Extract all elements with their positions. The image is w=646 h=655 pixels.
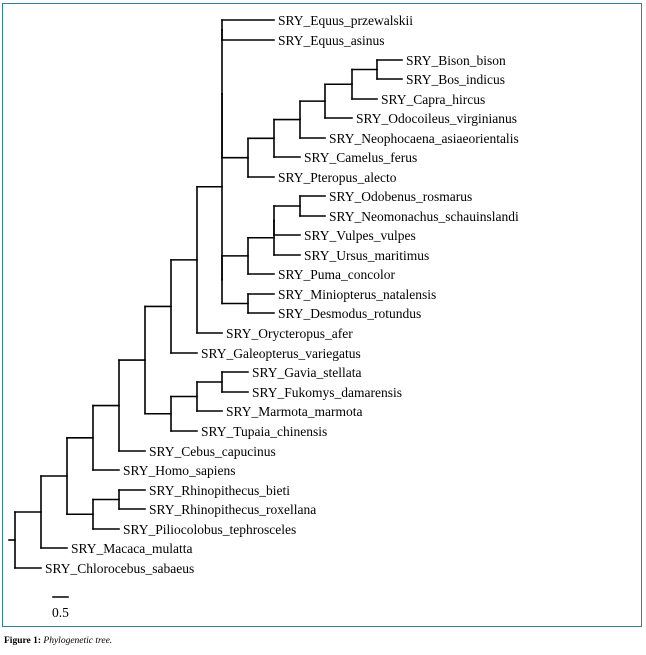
leaf-label: SRY_Macaca_mulatta <box>71 541 192 556</box>
scale-bar: 0.5 <box>52 597 69 620</box>
leaf-label: SRY_Capra_hircus <box>381 92 485 107</box>
leaf-label: SRY_Piliocolobus_tephrosceles <box>123 522 296 537</box>
scale-bar-label: 0.5 <box>52 605 69 620</box>
leaf-label: SRY_Rhinopithecus_bieti <box>149 483 290 498</box>
leaf-label: SRY_Camelus_ferus <box>304 150 417 165</box>
leaf-label: SRY_Equus_przewalskii <box>278 13 413 28</box>
leaf-label: SRY_Bison_bison <box>406 53 506 68</box>
leaf-label: SRY_Gavia_stellata <box>252 365 361 380</box>
leaf-label: SRY_Chlorocebus_sabaeus <box>45 561 194 576</box>
leaf-label: SRY_Ursus_maritimus <box>304 248 429 263</box>
leaf-label: SRY_Rhinopithecus_roxellana <box>149 502 316 517</box>
leaf-label: SRY_Pteropus_alecto <box>278 170 397 185</box>
figure-caption: Figure 1: Phylogenetic tree. <box>4 636 112 646</box>
leaf-label: SRY_Miniopterus_natalensis <box>278 287 436 302</box>
leaf-label: SRY_Equus_asinus <box>278 33 385 48</box>
figure-frame: SRY_Equus_przewalskii SRY_Equus_asinus SRY… <box>2 3 642 627</box>
phylogenetic-tree: SRY_Equus_przewalskii SRY_Equus_asinus SRY… <box>3 4 643 628</box>
leaf-label: SRY_Bos_indicus <box>406 72 505 87</box>
leaf-label: SRY_Fukomys_damarensis <box>252 385 402 400</box>
leaf-label: SRY_Neomonachus_schauinslandi <box>329 209 519 224</box>
leaf-label: SRY_Tupaia_chinensis <box>201 424 327 439</box>
leaf-label: SRY_Odobenus_rosmarus <box>329 189 472 204</box>
caption-text: Phylogenetic tree. <box>43 636 112 646</box>
leaf-label: SRY_Marmota_marmota <box>226 404 362 419</box>
leaf-label: SRY_Desmodus_rotundus <box>278 306 421 321</box>
leaf-labels: SRY_Equus_przewalskii SRY_Equus_asinus SRY… <box>45 13 519 576</box>
leaf-label: SRY_Odocoileus_virginianus <box>356 111 517 126</box>
caption-label: Figure 1: <box>4 636 41 646</box>
leaf-label: SRY_Cebus_capucinus <box>149 444 276 459</box>
leaf-label: SRY_Homo_sapiens <box>123 463 236 478</box>
leaf-label: SRY_Puma_concolor <box>278 267 396 282</box>
leaf-label: SRY_Neophocaena_asiaeorientalis <box>329 131 519 146</box>
leaf-label: SRY_Orycteropus_afer <box>226 326 353 341</box>
leaf-label: SRY_Galeopterus_variegatus <box>201 346 361 361</box>
leaf-label: SRY_Vulpes_vulpes <box>304 228 416 243</box>
